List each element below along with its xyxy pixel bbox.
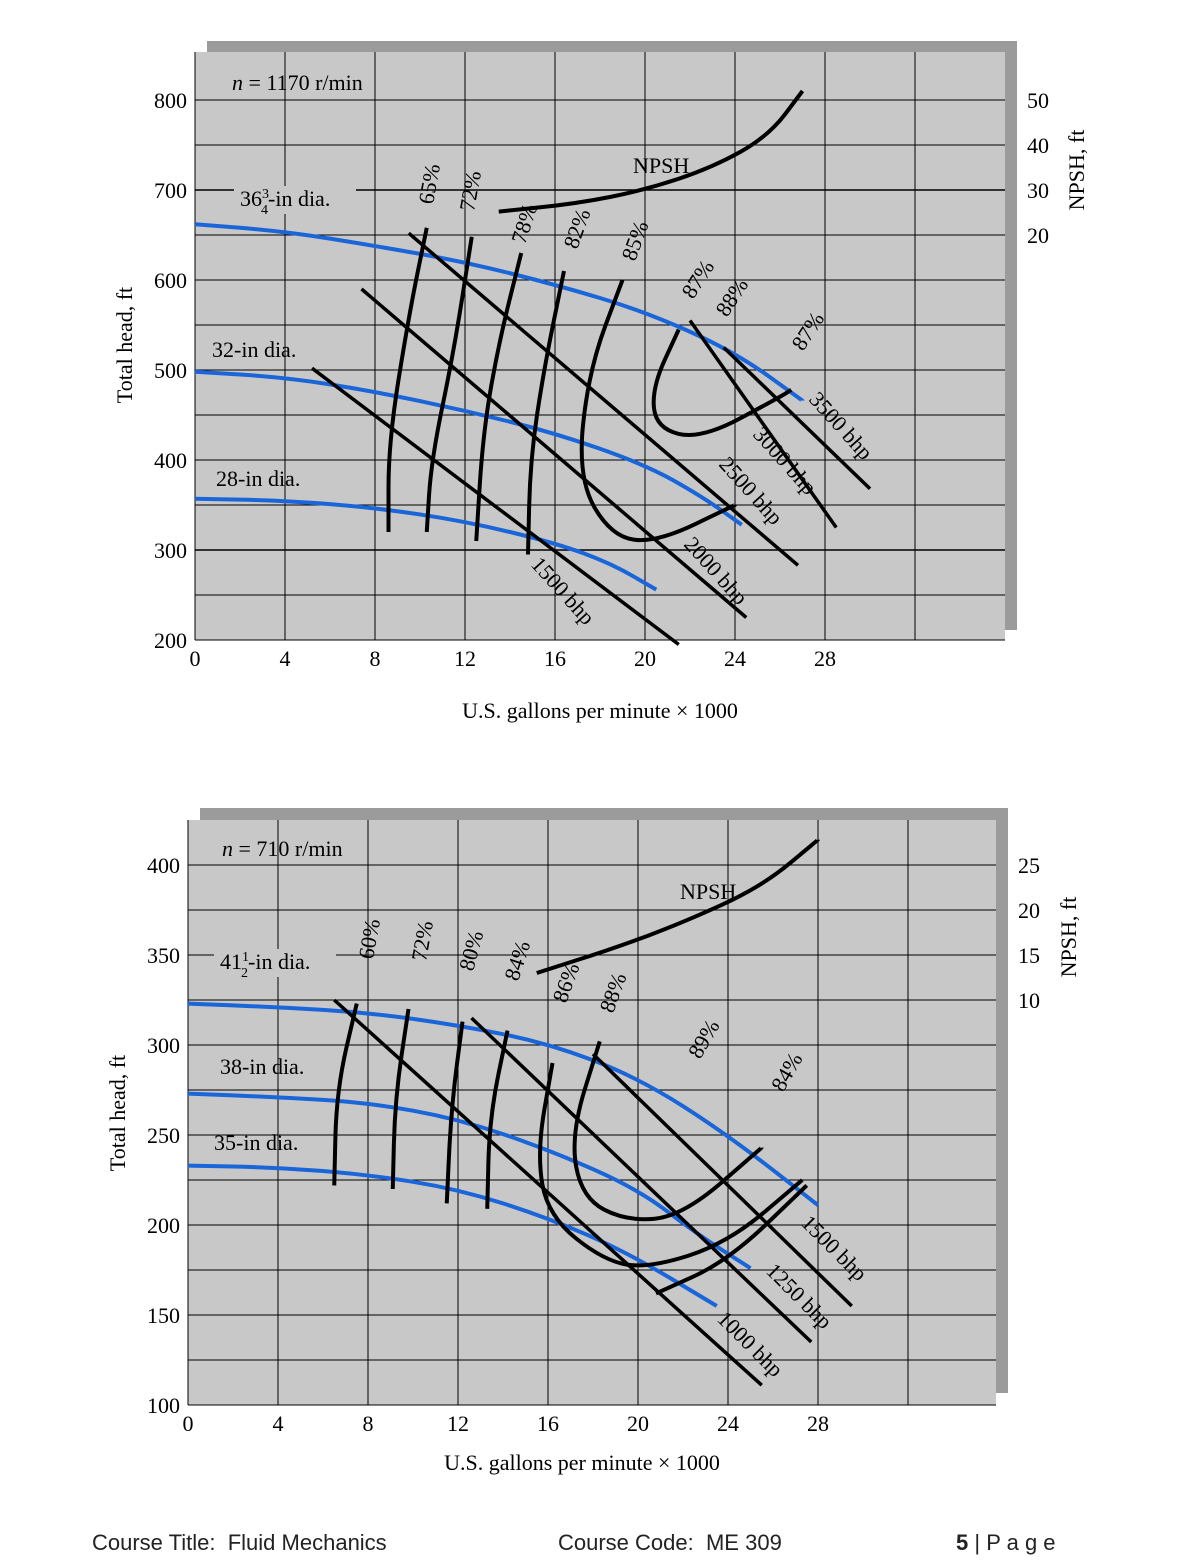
y2-tick-label: 15: [1018, 943, 1040, 968]
diameter-label: 363 4-in dia.: [240, 186, 330, 218]
chart-background: [188, 820, 996, 1405]
efficiency-curve: [444, 1021, 465, 1204]
power-line: [310, 366, 680, 646]
npsh-curve: [498, 89, 805, 214]
y-tick-label: 600: [154, 268, 187, 293]
power-line: [470, 1016, 813, 1344]
y-tick-label: 150: [147, 1303, 180, 1328]
diameter-label-bg: [234, 186, 356, 214]
y-axis-label: Total head, ft: [112, 287, 137, 403]
page-separator: |: [968, 1530, 987, 1555]
y2-tick-label: 10: [1018, 988, 1040, 1013]
speed-label: n = 1170 r/min: [232, 70, 363, 95]
y-axis-label: Total head, ft: [105, 1055, 130, 1171]
diameter-label: 35-in dia.: [214, 1130, 298, 1155]
diameter-curve: [194, 222, 804, 403]
y2-axis-label: NPSH, ft: [1056, 897, 1081, 978]
y-tick-label: 700: [154, 178, 187, 203]
y-tick-label: 200: [154, 628, 187, 653]
x-tick-label: 16: [537, 1411, 559, 1436]
efficiency-curve: [390, 1008, 411, 1190]
x-tick-label: 8: [370, 646, 381, 671]
y2-axis-label: NPSH, ft: [1064, 130, 1089, 211]
grid: [194, 52, 1005, 641]
power-line: [688, 319, 838, 529]
efficiency-curve: [485, 1030, 510, 1209]
x-tick-label: 20: [627, 1411, 649, 1436]
efficiency-curve: [424, 236, 474, 533]
power-line: [360, 287, 748, 619]
x-axis-label: U.S. gallons per minute × 1000: [444, 1450, 720, 1475]
footer-course-title: Course Title: Fluid Mechanics: [92, 1530, 387, 1556]
page-number: 5: [956, 1530, 969, 1555]
footer-course-title-value: Fluid Mechanics: [227, 1530, 387, 1555]
y-tick-label: 400: [154, 448, 187, 473]
efficiency-curve: [526, 270, 566, 555]
y-tick-label: 200: [147, 1213, 180, 1238]
x-tick-label: 24: [717, 1411, 739, 1436]
y2-tick-label: 30: [1027, 178, 1049, 203]
power-line: [407, 231, 800, 567]
efficiency-curve: [538, 1062, 804, 1268]
y-tick-label: 500: [154, 358, 187, 383]
y-tick-label: 300: [147, 1033, 180, 1058]
npsh-curve: [536, 838, 820, 975]
y-tick-label: 400: [147, 853, 180, 878]
y-tick-label: 250: [147, 1123, 180, 1148]
x-tick-label: 24: [724, 646, 746, 671]
footer-course-title-label: Course Title:: [92, 1530, 216, 1555]
diameter-curve: [187, 1163, 718, 1308]
efficiency-curve: [474, 252, 524, 542]
y2-tick-label: 20: [1018, 898, 1040, 923]
diameter-curve: [194, 496, 658, 592]
footer-course-code-value: ME 309: [705, 1530, 782, 1555]
diameter-label: 411 2-in dia.: [220, 949, 310, 981]
diameter-curve: [187, 1001, 820, 1207]
diameter-label-bg: [214, 949, 336, 977]
x-tick-label: 12: [447, 1411, 469, 1436]
x-tick-label: 12: [454, 646, 476, 671]
footer-page-number: 5 | P a g e: [956, 1530, 1056, 1556]
efficiency-curve: [651, 328, 793, 437]
chart-1: 0 4 8 12 16 20 24 28 200 300 400 500 600 700 800 20 30 40…: [112, 41, 1089, 723]
efficiency-curve: [386, 227, 429, 532]
x-tick-label: 28: [814, 646, 836, 671]
diameter-label: 38-in dia.: [220, 1054, 304, 1079]
x-tick-label: 20: [634, 646, 656, 671]
diameter-label: 28-in dia.: [216, 466, 300, 491]
npsh-label: NPSH: [633, 153, 689, 178]
power-line: [722, 346, 872, 491]
y2-tick-label: 20: [1027, 223, 1049, 248]
efficiency-curve: [332, 1003, 359, 1186]
footer-course-code-label: Course Code:: [558, 1530, 694, 1555]
power-line: [333, 998, 763, 1387]
footer-course-code: Course Code: ME 309: [558, 1530, 782, 1556]
x-tick-label: 28: [807, 1411, 829, 1436]
diameter-curve: [194, 369, 743, 527]
x-axis-label: U.S. gallons per minute × 1000: [462, 698, 738, 723]
y2-tick-label: 25: [1018, 853, 1040, 878]
x-tick-label: 8: [363, 1411, 374, 1436]
x-tick-label: 0: [183, 1411, 194, 1436]
y2-tick-label: 50: [1027, 88, 1049, 113]
chart-2: 0 4 8 12 16 20 24 28 100 150 200 250 300 350 400 10 15 20…: [105, 808, 1081, 1475]
efficiency-curve: [655, 1183, 809, 1296]
y2-tick-label: 40: [1027, 133, 1049, 158]
x-tick-label: 4: [273, 1411, 284, 1436]
x-tick-label: 4: [280, 646, 291, 671]
y-tick-label: 300: [154, 538, 187, 563]
x-tick-label: 0: [190, 646, 201, 671]
page-word: P a g e: [986, 1530, 1056, 1555]
speed-label: n = 710 r/min: [222, 836, 343, 861]
x-tick-label: 16: [544, 646, 566, 671]
npsh-label: NPSH: [680, 879, 736, 904]
efficiency-curve: [579, 279, 736, 543]
diameter-label: 32-in dia.: [212, 337, 296, 362]
y-tick-label: 100: [147, 1393, 180, 1418]
efficiency-curve: [572, 1040, 764, 1222]
y-tick-label: 800: [154, 88, 187, 113]
y-tick-label: 350: [147, 943, 180, 968]
